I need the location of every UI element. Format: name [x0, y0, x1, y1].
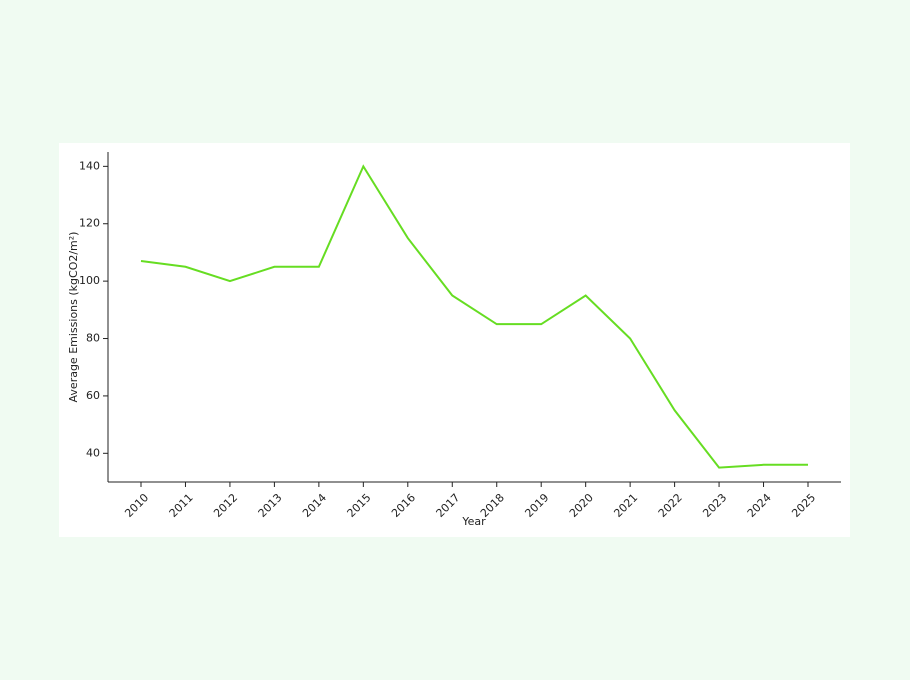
x-tick-label: 2022 [656, 491, 685, 520]
x-tick-label: 2021 [611, 491, 640, 520]
x-tick-label: 2011 [167, 491, 196, 520]
x-tick-label: 2018 [478, 491, 507, 520]
x-axis-label: Year [461, 515, 486, 528]
x-tick-label: 2017 [434, 491, 463, 520]
chart-panel [59, 143, 850, 537]
x-tick-label: 2010 [122, 491, 151, 520]
y-axis-label: Average Emissions (kgCO2/m²) [67, 232, 80, 403]
y-tick-label: 40 [86, 446, 100, 459]
x-tick-label: 2012 [211, 491, 240, 520]
y-tick-label: 140 [79, 159, 100, 172]
x-tick-label: 2020 [567, 491, 596, 520]
x-tick-label: 2019 [522, 491, 551, 520]
x-tick-label: 2023 [700, 491, 729, 520]
x-tick-label: 2024 [745, 491, 774, 520]
x-tick-label: 2013 [256, 491, 285, 520]
data-line [140, 164, 808, 469]
x-tick-label: 2016 [389, 491, 418, 520]
y-tick-label: 100 [79, 274, 100, 287]
y-tick-label: 120 [79, 217, 100, 230]
y-tick-label: 80 [86, 332, 100, 345]
x-tick-label: 2015 [345, 491, 374, 520]
x-tick-label: 2025 [789, 491, 818, 520]
x-tick-label: 2014 [300, 491, 329, 520]
y-tick-label: 60 [86, 389, 100, 402]
